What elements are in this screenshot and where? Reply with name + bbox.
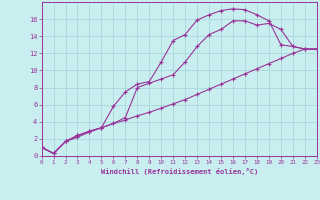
X-axis label: Windchill (Refroidissement éolien,°C): Windchill (Refroidissement éolien,°C) xyxy=(100,168,258,175)
